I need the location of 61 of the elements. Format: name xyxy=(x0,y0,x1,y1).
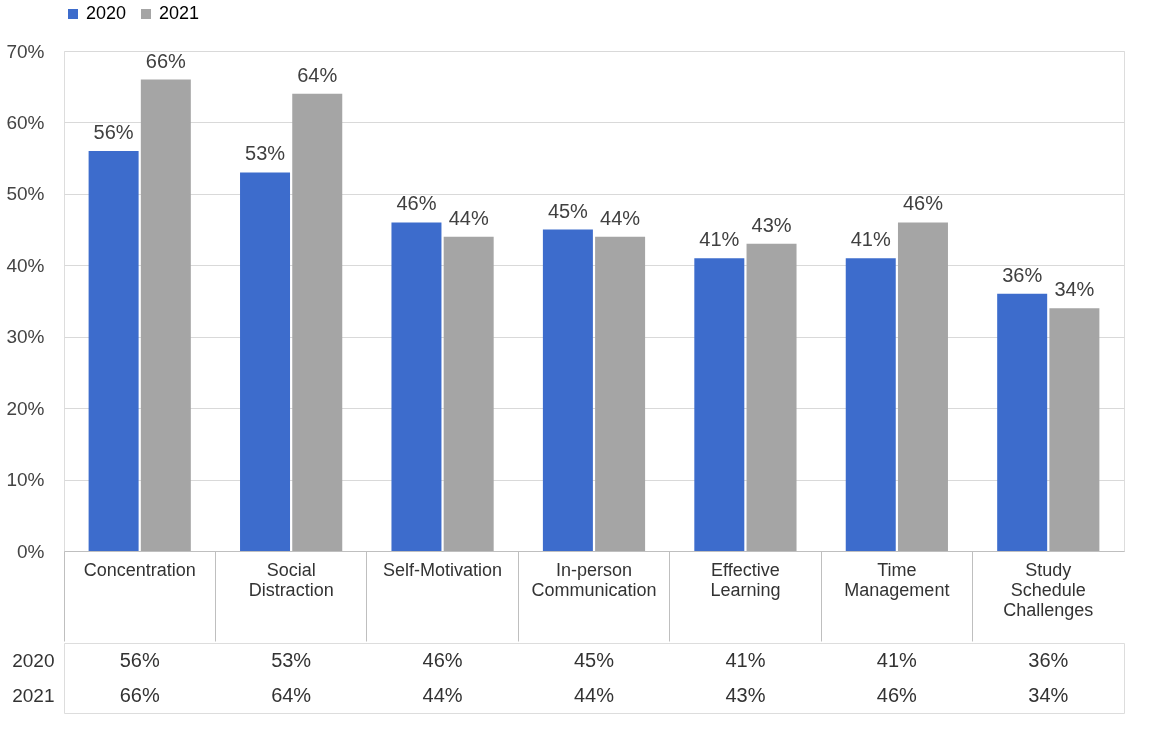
x-tick-label: Social Distraction xyxy=(248,559,334,600)
legend-label: 2020 xyxy=(86,3,127,23)
text: 41% xyxy=(699,228,740,251)
data-label: 56% xyxy=(119,648,160,671)
data-label: 41% xyxy=(876,648,918,671)
data-label: 66% xyxy=(119,683,160,706)
text: 64% xyxy=(297,63,338,86)
bar xyxy=(746,243,797,551)
text: 44% xyxy=(448,206,489,229)
bar xyxy=(542,229,593,551)
data-label: 44% xyxy=(573,683,615,706)
bar xyxy=(443,236,494,551)
text: 41% xyxy=(850,228,891,251)
y-tick-label: 20% xyxy=(6,397,45,419)
x-tick-label: Time Management xyxy=(844,559,950,600)
bar xyxy=(292,93,343,551)
bar xyxy=(391,222,442,551)
bar xyxy=(897,222,948,551)
data-label: 53% xyxy=(271,648,312,671)
data-label: 41% xyxy=(725,648,766,671)
text: 2020 xyxy=(12,650,55,671)
data-label: 34% xyxy=(1028,683,1069,706)
text: 45% xyxy=(547,199,588,222)
text: 66% xyxy=(145,49,186,72)
text: 44% xyxy=(600,206,641,229)
x-tick-label: Concentration xyxy=(83,559,196,580)
data-label: 45% xyxy=(573,648,615,671)
data-label: 46% xyxy=(876,683,918,706)
data-label: 64% xyxy=(271,683,312,706)
x-tick-label: Study Schedule Challenges xyxy=(1003,559,1094,620)
x-tick-label: Effective Learning xyxy=(710,559,781,600)
text: 56% xyxy=(93,121,134,143)
text: 34% xyxy=(1054,278,1095,301)
legend-label: 2021 xyxy=(159,3,200,23)
bar xyxy=(694,258,745,551)
text: 2021 xyxy=(12,685,55,706)
bar xyxy=(997,293,1048,551)
text: 53% xyxy=(245,142,286,165)
data-label: 36% xyxy=(1028,648,1069,671)
y-tick-label: 30% xyxy=(6,326,45,348)
y-tick-label: 10% xyxy=(6,469,45,491)
bar xyxy=(88,151,139,551)
x-tick-label: In-person Communication xyxy=(531,559,657,600)
bar xyxy=(1049,308,1100,551)
data-label: 43% xyxy=(725,683,766,706)
y-tick-label: 50% xyxy=(6,183,45,205)
bar xyxy=(845,258,896,551)
y-tick-label: 70% xyxy=(6,40,45,62)
text: 36% xyxy=(1002,263,1043,286)
bar xyxy=(140,79,191,551)
bar xyxy=(595,236,646,551)
y-tick-label: 40% xyxy=(6,254,45,276)
data-label: 46% xyxy=(422,648,463,671)
text: 46% xyxy=(902,192,943,215)
x-tick-label: Self-Motivation xyxy=(383,559,503,580)
y-tick-label: 60% xyxy=(6,111,45,133)
bar xyxy=(240,172,291,551)
data-label: 44% xyxy=(422,683,463,706)
y-tick-label: 0% xyxy=(17,540,45,562)
text: 43% xyxy=(751,213,792,236)
text: 46% xyxy=(396,192,437,215)
